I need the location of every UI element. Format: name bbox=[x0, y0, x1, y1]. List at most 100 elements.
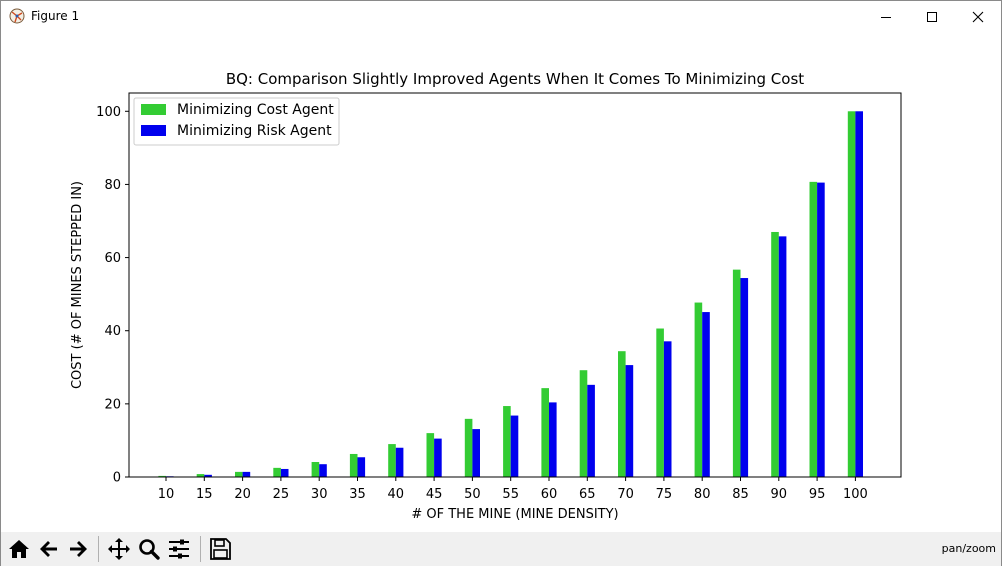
bar-risk-agent bbox=[510, 415, 519, 477]
figure-canvas[interactable]: 0 20 40 60 80 100 10 15 20 25 30 35 40 45 50 55 60 65 70 7… bbox=[1, 32, 1001, 532]
x-tick-label: 95 bbox=[809, 487, 826, 502]
bar-risk-agent bbox=[663, 341, 672, 477]
maximize-icon bbox=[927, 11, 937, 22]
configure-subplots-button[interactable] bbox=[165, 535, 193, 563]
zoom-icon bbox=[139, 539, 160, 560]
bar-risk-agent bbox=[395, 447, 404, 477]
back-button[interactable] bbox=[35, 535, 63, 563]
axes-frame bbox=[128, 92, 902, 478]
bar-cost-agent bbox=[847, 111, 856, 478]
home-button[interactable] bbox=[5, 535, 33, 563]
pan-icon bbox=[108, 538, 130, 560]
bar-risk-agent bbox=[625, 365, 634, 477]
bar-risk-agent bbox=[472, 429, 480, 477]
bar-cost-agent bbox=[771, 231, 779, 477]
bar-risk-agent bbox=[817, 182, 825, 477]
bar-cost-agent bbox=[618, 351, 626, 477]
bar-risk-agent bbox=[357, 457, 366, 477]
x-tick-label: 70 bbox=[617, 487, 634, 502]
legend-box bbox=[133, 97, 340, 146]
bar-cost-agent bbox=[235, 471, 243, 477]
subplots-config-icon bbox=[169, 539, 189, 559]
x-tick-label: 45 bbox=[426, 487, 443, 502]
x-tick-label: 35 bbox=[349, 487, 366, 502]
title-bar[interactable]: Figure 1 bbox=[1, 1, 1001, 32]
x-axis-label: # OF THE MINE (MINE DENSITY) bbox=[411, 507, 618, 522]
x-tick-label: 75 bbox=[656, 487, 673, 502]
bar-cost-agent bbox=[541, 388, 549, 477]
bar-cost-agent bbox=[464, 418, 473, 477]
y-tick-label: 20 bbox=[104, 397, 121, 412]
bar-risk-agent bbox=[778, 236, 787, 477]
bar-cost-agent bbox=[694, 302, 703, 477]
pan-button[interactable] bbox=[105, 535, 133, 563]
bar-risk-agent bbox=[855, 111, 863, 478]
legend: Minimizing Cost Agent Minimizing Risk Ag… bbox=[133, 97, 340, 146]
maximize-button[interactable] bbox=[909, 1, 955, 32]
x-tick-label: 40 bbox=[388, 487, 405, 502]
bar-chart[interactable]: 0 20 40 60 80 100 10 15 20 25 30 35 40 45 50 55 60 65 70 7… bbox=[1, 32, 1001, 532]
legend-label-risk: Minimizing Risk Agent bbox=[177, 123, 332, 139]
bar-cost-agent bbox=[158, 475, 166, 477]
y-tick-label: 40 bbox=[104, 324, 121, 339]
x-tick-label: 50 bbox=[464, 487, 481, 502]
bar-risk-agent bbox=[242, 471, 251, 477]
bar-cost-agent bbox=[311, 462, 320, 477]
x-tick-label: 90 bbox=[771, 487, 788, 502]
bar-cost-agent bbox=[273, 467, 281, 477]
bar-cost-agent bbox=[732, 269, 741, 477]
chart-title: BQ: Comparison Slightly Improved Agents … bbox=[226, 70, 804, 88]
x-tick-label: 10 bbox=[158, 487, 175, 502]
mode-label: pan/zoom bbox=[941, 542, 996, 555]
y-axis-label: COST (# OF MINES STEPPED IN) bbox=[70, 181, 85, 389]
bar-cost-agent bbox=[426, 433, 435, 477]
y-tick-label: 80 bbox=[104, 178, 121, 193]
zoom-button[interactable] bbox=[135, 535, 163, 563]
x-tick-label: 65 bbox=[579, 487, 596, 502]
bar-risk-agent bbox=[319, 464, 327, 477]
bar-risk-agent bbox=[549, 402, 557, 477]
back-arrow-icon bbox=[40, 541, 57, 557]
bar-cost-agent bbox=[503, 406, 511, 477]
legend-swatch-risk bbox=[141, 125, 166, 136]
legend-label-cost: Minimizing Cost Agent bbox=[177, 102, 334, 118]
x-tick-label: 100 bbox=[843, 487, 868, 502]
close-icon bbox=[972, 11, 984, 22]
home-icon bbox=[9, 540, 29, 558]
window-title: Figure 1 bbox=[31, 9, 80, 23]
bar-cost-agent bbox=[349, 453, 358, 477]
bar-risk-agent bbox=[587, 384, 595, 477]
legend-swatch-cost bbox=[141, 104, 166, 115]
bar-risk-agent bbox=[204, 474, 212, 477]
x-tick-label: 60 bbox=[541, 487, 558, 502]
y-tick-label: 0 bbox=[113, 471, 121, 486]
y-tick-label: 100 bbox=[96, 105, 121, 120]
minimize-icon bbox=[881, 16, 891, 18]
x-tick-label: 15 bbox=[196, 487, 213, 502]
x-tick-label: 85 bbox=[732, 487, 749, 502]
bar-cost-agent bbox=[388, 444, 396, 477]
forward-button[interactable] bbox=[64, 535, 92, 563]
x-tick-label: 30 bbox=[311, 487, 328, 502]
app-icon bbox=[9, 8, 25, 24]
minimize-button[interactable] bbox=[863, 1, 909, 32]
close-button[interactable] bbox=[955, 1, 1001, 32]
bar-cost-agent bbox=[656, 328, 664, 477]
navigation-toolbar: pan/zoom bbox=[1, 532, 1001, 566]
bar-risk-agent bbox=[702, 312, 710, 477]
bar-risk-agent bbox=[280, 468, 289, 477]
x-tick-label: 55 bbox=[502, 487, 519, 502]
bar-cost-agent bbox=[579, 370, 588, 477]
x-tick-label: 20 bbox=[234, 487, 251, 502]
bar-cost-agent bbox=[196, 474, 205, 477]
y-tick-label: 60 bbox=[104, 251, 121, 266]
bar-risk-agent bbox=[740, 278, 749, 477]
save-button[interactable] bbox=[206, 535, 234, 563]
forward-arrow-icon bbox=[70, 541, 87, 557]
bar-risk-agent bbox=[434, 438, 442, 477]
x-tick-label: 80 bbox=[694, 487, 711, 502]
bar-cost-agent bbox=[809, 181, 818, 477]
toolbar-separator bbox=[98, 536, 99, 562]
x-tick-label: 25 bbox=[273, 487, 290, 502]
